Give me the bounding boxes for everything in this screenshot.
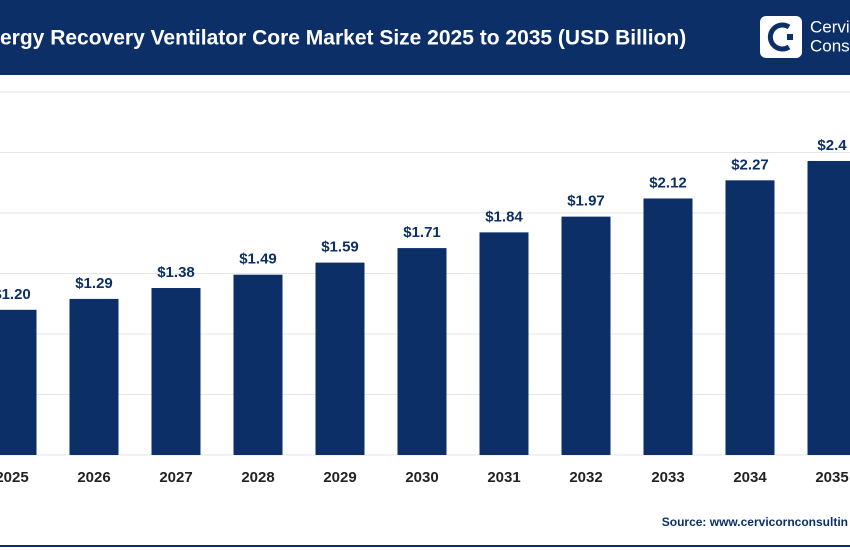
header-band — [0, 0, 850, 75]
value-label: $1.29 — [75, 275, 113, 292]
x-tick-label: 2026 — [77, 469, 110, 486]
x-tick-label: 2035 — [815, 469, 848, 486]
bar — [0, 309, 37, 455]
x-tick-label: 2025 — [0, 469, 29, 486]
value-label: $2.4 — [817, 137, 847, 154]
bar — [151, 288, 201, 455]
logo-text: Consu — [810, 36, 850, 55]
value-label: $2.12 — [649, 174, 687, 191]
source-note: Source: www.cervicornconsultin — [662, 515, 848, 529]
bar — [479, 232, 529, 455]
logo-mark — [767, 22, 791, 52]
bar — [807, 160, 850, 455]
logo-text: Cervi — [810, 17, 850, 36]
value-label: $1.59 — [321, 239, 359, 256]
value-label: $1.38 — [157, 264, 195, 281]
bar — [69, 298, 119, 455]
value-label: $1.97 — [567, 193, 605, 210]
x-tick-label: 2030 — [405, 469, 438, 486]
x-tick-label: 2029 — [323, 469, 356, 486]
bar — [315, 262, 365, 455]
value-label: $1.49 — [239, 251, 277, 268]
bar — [725, 180, 775, 455]
chart-title: ergy Recovery Ventilator Core Market Siz… — [0, 27, 686, 50]
bar — [397, 248, 447, 455]
value-label: $2.27 — [731, 156, 769, 173]
x-tick-label: 2028 — [241, 469, 274, 486]
value-label: $1.84 — [485, 208, 523, 225]
x-tick-label: 2032 — [569, 469, 602, 486]
value-label: $1.20 — [0, 286, 31, 303]
x-tick-label: 2033 — [651, 469, 684, 486]
value-label: $1.71 — [403, 224, 441, 241]
x-tick-label: 2031 — [487, 469, 520, 486]
bar — [643, 198, 693, 456]
logo-dot — [787, 34, 793, 40]
bar — [233, 274, 283, 455]
logo-icon — [760, 16, 802, 58]
x-tick-label: 2027 — [159, 469, 192, 486]
x-tick-label: 2034 — [733, 469, 767, 486]
bar — [561, 216, 611, 455]
